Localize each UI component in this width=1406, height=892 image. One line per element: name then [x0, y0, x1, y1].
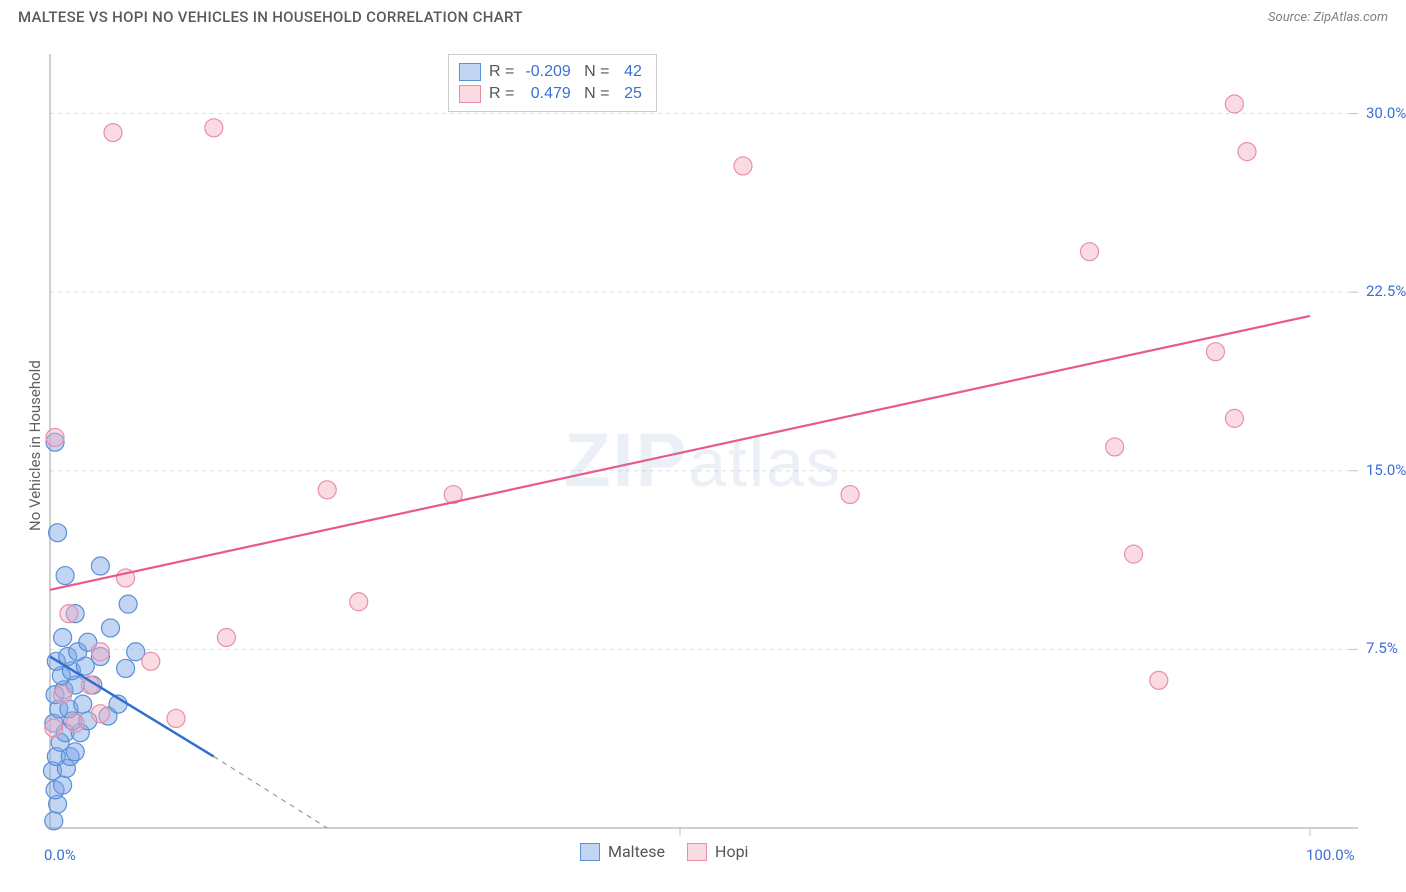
legend-stat-row: R = 0.479 N = 25	[459, 83, 642, 105]
legend-label: Hopi	[715, 842, 748, 861]
source-credit: Source: ZipAtlas.com	[1268, 10, 1388, 25]
y-axis-title: No Vehicles in Household	[26, 360, 44, 531]
legend-label: Maltese	[608, 842, 665, 861]
y-tick-label: 7.5%	[1366, 639, 1398, 657]
legend-swatch	[687, 843, 707, 861]
scatter-chart-svg	[0, 38, 1406, 892]
y-tick-label: 30.0%	[1366, 104, 1406, 122]
chart-title: MALTESE VS HOPI NO VEHICLES IN HOUSEHOLD…	[18, 8, 523, 26]
legend-swatch	[459, 63, 481, 81]
legend-stat-row: R = -0.209 N = 42	[459, 61, 642, 83]
legend-item: Hopi	[687, 842, 748, 861]
legend-item: Maltese	[580, 842, 665, 861]
legend-swatch	[459, 85, 481, 103]
source-label: Source:	[1268, 10, 1313, 25]
y-tick-label: 22.5%	[1366, 282, 1406, 300]
legend-stats-box: R = -0.209 N = 42R = 0.479 N = 25	[448, 54, 657, 112]
bottom-legend: Maltese Hopi	[580, 842, 748, 861]
source-link[interactable]: ZipAtlas.com	[1313, 10, 1388, 25]
x-tick-label: 100.0%	[1306, 846, 1355, 864]
chart-area: ZIPatlas R = -0.209 N = 42R = 0.479 N = …	[0, 38, 1406, 892]
x-tick-label: 0.0%	[44, 846, 76, 864]
legend-swatch	[580, 843, 600, 861]
y-tick-label: 15.0%	[1366, 461, 1406, 479]
